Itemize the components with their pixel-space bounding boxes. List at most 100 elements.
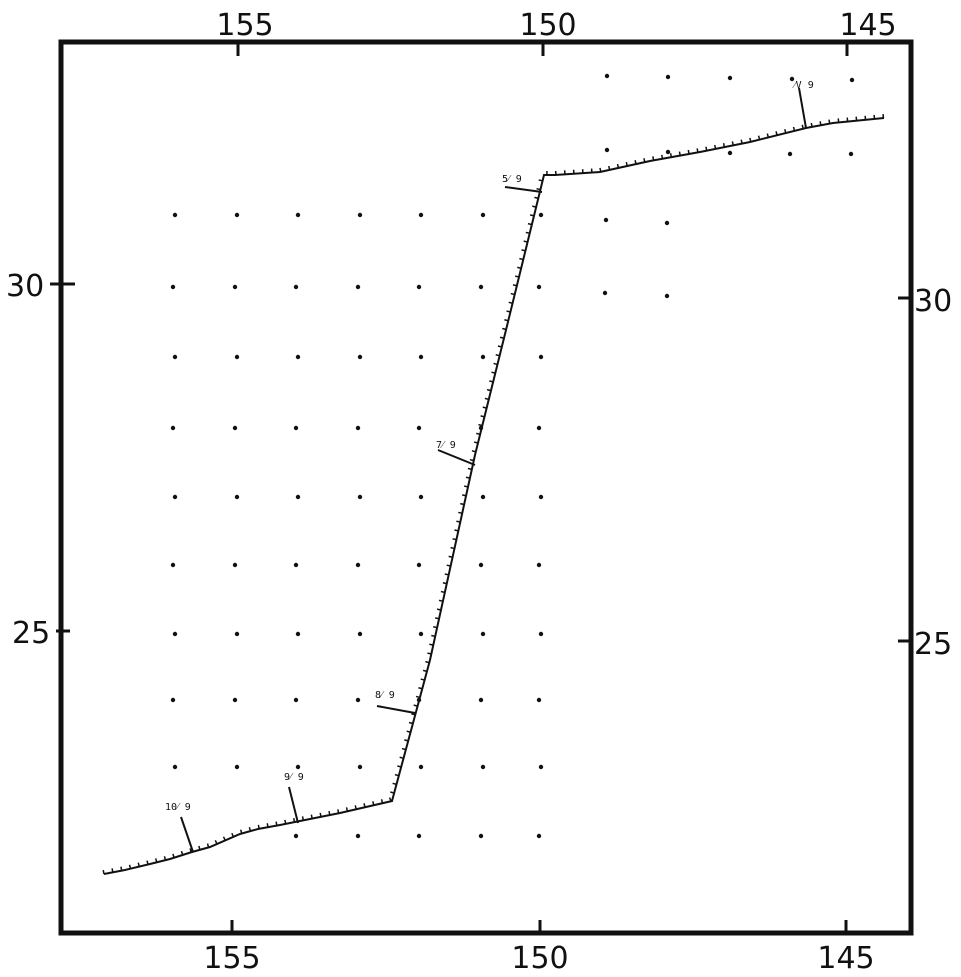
- track-tick: [408, 721, 414, 725]
- track-tick: [120, 866, 123, 871]
- station-dots: [170, 73, 855, 839]
- station-dot: [172, 354, 178, 360]
- track-tick: [372, 801, 375, 806]
- track-tick: [749, 137, 752, 142]
- station-dot: [293, 425, 299, 431]
- track-tick: [489, 380, 494, 383]
- station-dot: [170, 284, 176, 290]
- track-tick: [792, 126, 796, 132]
- track-tick: [444, 573, 449, 576]
- station-dot: [232, 562, 238, 568]
- station-dot: [848, 151, 854, 157]
- track-tick: [722, 143, 726, 148]
- track-tick: [499, 336, 505, 339]
- track-tick: [652, 156, 655, 161]
- station-dot: [418, 354, 424, 360]
- station-dot: [355, 284, 361, 290]
- station-dot: [355, 425, 361, 431]
- track-tick: [460, 502, 465, 506]
- track-tick: [404, 739, 409, 742]
- track-tick: [427, 652, 432, 655]
- station-dot: [172, 764, 178, 770]
- date-label-9: 9⁄ 9: [284, 772, 304, 783]
- date-label-10: 10⁄ 9: [165, 802, 191, 813]
- left-tick-marks: [50, 282, 75, 633]
- station-dot: [536, 833, 542, 839]
- track-tick: [828, 119, 831, 124]
- station-dot: [232, 697, 238, 703]
- station-dot: [357, 631, 363, 637]
- station-dot: [665, 74, 671, 80]
- date-label-1: ⁄V 9: [792, 80, 814, 91]
- track-tick: [433, 625, 438, 629]
- station-dot: [170, 697, 176, 703]
- station-dot: [538, 764, 544, 770]
- track-tick: [514, 275, 520, 278]
- track-tick: [434, 617, 440, 620]
- station-dot: [295, 212, 301, 218]
- track-tick: [415, 695, 421, 699]
- track-tick: [172, 853, 175, 858]
- track-tick: [504, 319, 509, 322]
- track-tick: [465, 476, 471, 479]
- station-dot: [355, 833, 361, 839]
- track-tick: [155, 858, 158, 863]
- station-dot: [416, 425, 422, 431]
- station-dot: [787, 151, 793, 157]
- track-tick: [390, 791, 395, 794]
- track-tick: [425, 660, 430, 664]
- track-tick: [328, 810, 331, 816]
- track-tick: [248, 827, 252, 832]
- top-tick-marks: [236, 42, 849, 56]
- station-dot: [480, 354, 486, 360]
- left-tick-label-25: 25: [12, 616, 50, 651]
- track-tick: [480, 415, 485, 418]
- track-tick: [529, 214, 535, 217]
- track-tick: [493, 362, 498, 366]
- station-dot: [172, 631, 178, 637]
- station-dot: [295, 494, 301, 500]
- track-tick: [502, 327, 507, 331]
- track-tick: [519, 257, 524, 261]
- track-tick: [740, 139, 743, 144]
- track-tick: [775, 131, 778, 136]
- station-dot: [416, 284, 422, 290]
- track-tick: [452, 538, 457, 541]
- track-tick: [678, 151, 681, 156]
- date-label-7: 7⁄ 9: [436, 440, 456, 451]
- station-dot: [536, 697, 542, 703]
- track-tick: [448, 555, 453, 558]
- track-tick: [810, 122, 813, 128]
- station-dot: [234, 212, 240, 218]
- station-dot: [416, 562, 422, 568]
- track-tick: [458, 511, 463, 515]
- track-tick: [163, 856, 167, 861]
- station-dot: [418, 212, 424, 218]
- date-marker-10: 10⁄ 9: [165, 802, 194, 853]
- track-tick: [429, 643, 434, 646]
- station-dot: [355, 697, 361, 703]
- track-tick: [461, 494, 467, 497]
- date-marker-1: ⁄V 9: [792, 80, 814, 129]
- track-tick: [266, 823, 269, 828]
- track-tick: [714, 144, 717, 150]
- track-tick: [486, 388, 492, 392]
- station-dot: [418, 494, 424, 500]
- map-frame: [58, 39, 914, 936]
- station-dot: [172, 212, 178, 218]
- station-dot: [480, 212, 486, 218]
- track-tick: [431, 634, 436, 638]
- track-tick: [388, 797, 392, 802]
- track-tick: [471, 450, 476, 453]
- top-tick-label-150: 150: [519, 8, 576, 43]
- track-tick: [456, 520, 461, 523]
- track-tick-marks: [102, 114, 885, 875]
- track-tick: [257, 824, 260, 829]
- station-dot: [538, 354, 544, 360]
- track-tick: [436, 608, 442, 611]
- track-tick: [102, 869, 105, 875]
- track-tick: [222, 836, 226, 841]
- track-tick: [239, 829, 243, 834]
- track-tick: [206, 843, 210, 848]
- track-tick: [634, 160, 637, 165]
